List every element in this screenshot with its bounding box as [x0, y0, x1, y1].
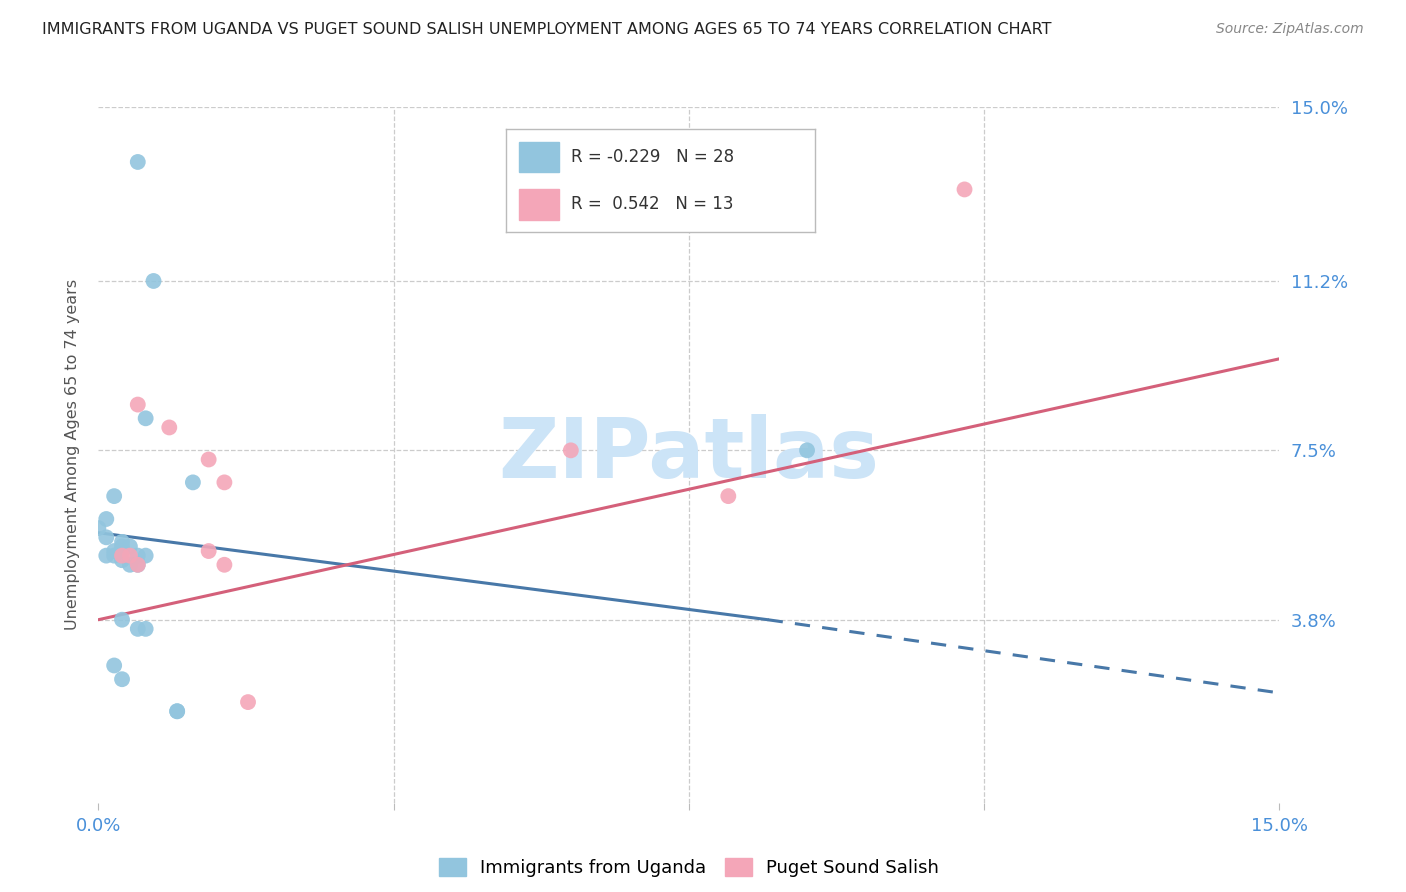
Point	[197, 544, 219, 558]
Point	[118, 558, 141, 572]
Point	[214, 558, 236, 572]
Point	[127, 398, 149, 412]
Point	[197, 452, 219, 467]
Point	[111, 549, 134, 563]
Y-axis label: Unemployment Among Ages 65 to 74 years: Unemployment Among Ages 65 to 74 years	[65, 279, 80, 631]
Bar	[519, 189, 558, 219]
Point	[96, 530, 118, 544]
Point	[118, 540, 141, 554]
Point	[166, 704, 188, 718]
Point	[796, 443, 818, 458]
Point	[953, 182, 976, 196]
Point	[111, 613, 134, 627]
Point	[214, 475, 236, 490]
Point	[87, 521, 110, 535]
Text: IMMIGRANTS FROM UGANDA VS PUGET SOUND SALISH UNEMPLOYMENT AMONG AGES 65 TO 74 YE: IMMIGRANTS FROM UGANDA VS PUGET SOUND SA…	[42, 22, 1052, 37]
Point	[236, 695, 259, 709]
Point	[127, 155, 149, 169]
Point	[127, 558, 149, 572]
Text: R =  0.542   N = 13: R = 0.542 N = 13	[571, 195, 734, 213]
Point	[111, 672, 134, 686]
Point	[111, 553, 134, 567]
Point	[717, 489, 740, 503]
Point	[103, 549, 125, 563]
Point	[157, 420, 180, 434]
Point	[103, 489, 125, 503]
Point	[118, 549, 141, 563]
Point	[560, 443, 582, 458]
Text: Source: ZipAtlas.com: Source: ZipAtlas.com	[1216, 22, 1364, 37]
Point	[103, 658, 125, 673]
Point	[181, 475, 204, 490]
Point	[96, 549, 118, 563]
Legend: Immigrants from Uganda, Puget Sound Salish: Immigrants from Uganda, Puget Sound Sali…	[432, 850, 946, 884]
Point	[111, 544, 134, 558]
Point	[135, 411, 157, 425]
Point	[166, 704, 188, 718]
Point	[111, 534, 134, 549]
Point	[142, 274, 165, 288]
Point	[111, 540, 134, 554]
Point	[127, 622, 149, 636]
Bar	[519, 142, 558, 172]
Point	[135, 622, 157, 636]
Point	[96, 512, 118, 526]
Point	[103, 544, 125, 558]
Text: R = -0.229   N = 28: R = -0.229 N = 28	[571, 148, 734, 166]
Point	[127, 549, 149, 563]
Point	[127, 558, 149, 572]
Text: ZIPatlas: ZIPatlas	[499, 415, 879, 495]
Point	[135, 549, 157, 563]
